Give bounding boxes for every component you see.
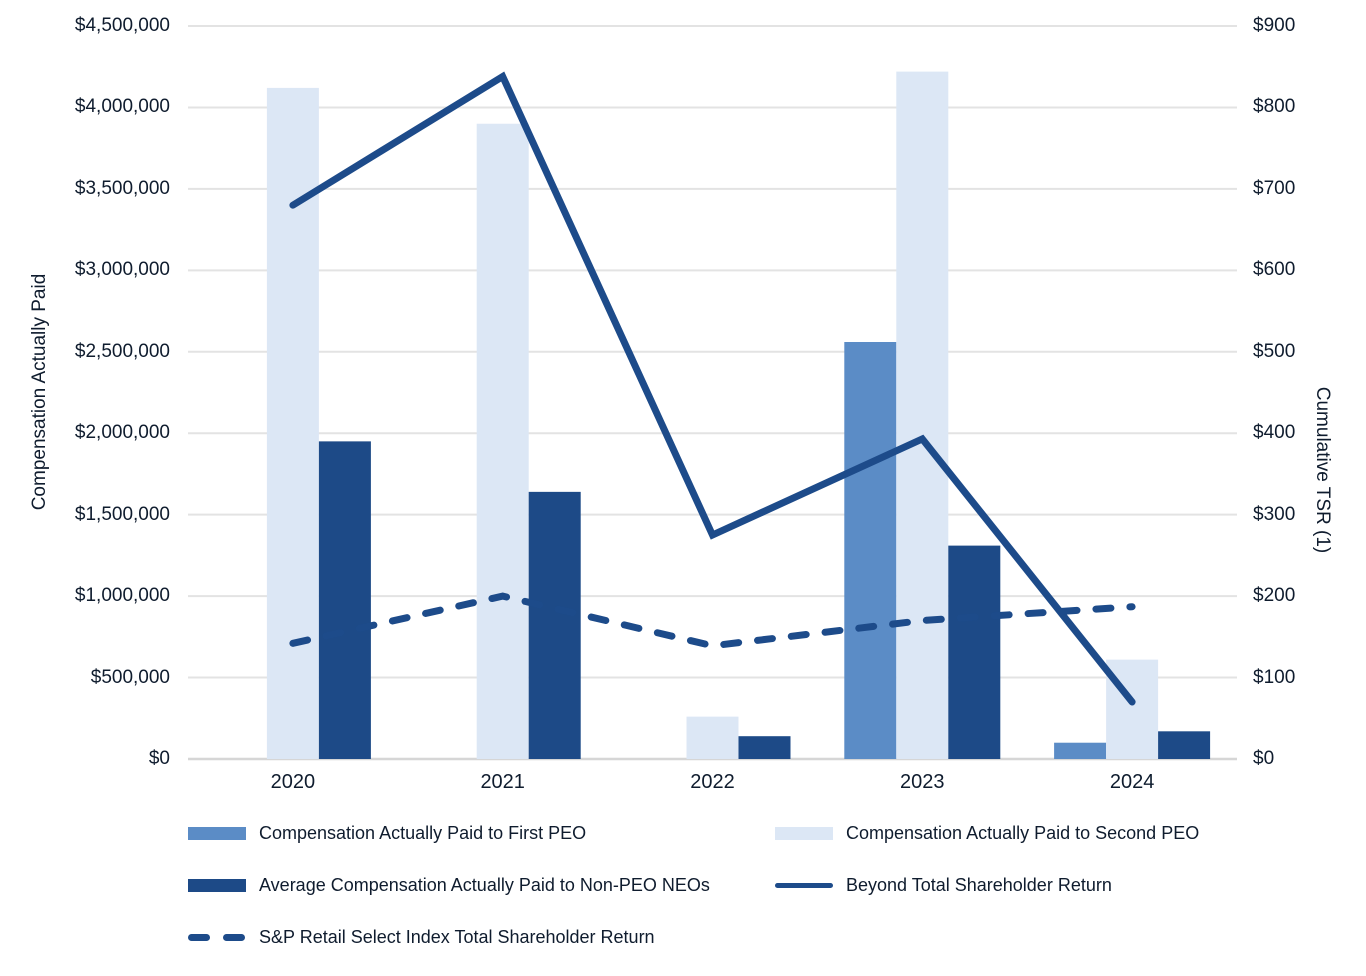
left-axis-tick-label: $0 — [148, 748, 170, 769]
left-axis-tick-label: $500,000 — [90, 666, 170, 688]
bar-series1-2020 — [266, 87, 319, 760]
left-axis-tick-label: $4,500,000 — [74, 15, 170, 36]
x-axis-tick-label: 2021 — [480, 771, 525, 793]
bar-series0-2023 — [844, 342, 897, 759]
left-axis-tick-label: $3,500,000 — [74, 177, 170, 199]
right-axis-tick-label: $800 — [1253, 96, 1296, 118]
legend-item: S&P Retail Select Index Total Shareholde… — [188, 924, 655, 950]
legend-item: Average Compensation Actually Paid to No… — [188, 872, 710, 898]
left-axis-tick-label: $3,000,000 — [74, 259, 170, 281]
legend-item: Beyond Total Shareholder Return — [775, 872, 1112, 898]
right-axis-tick-label: $100 — [1253, 666, 1296, 688]
left-axis-tick-label: $1,500,000 — [74, 503, 170, 525]
x-axis-tick-label: 2022 — [690, 771, 735, 793]
x-axis-tick-label: 2020 — [270, 771, 316, 793]
sp-retail-index-dashed-line — [289, 592, 1136, 650]
x-axis-tick-label: 2024 — [1109, 771, 1155, 793]
x-axis-tick-label: 2023 — [900, 771, 945, 793]
right-axis-tick-label: $700 — [1253, 177, 1296, 199]
right-axis-tick-label: $900 — [1253, 15, 1296, 36]
bar-series2-2022 — [738, 736, 791, 759]
legend-label: Beyond Total Shareholder Return — [846, 875, 1112, 895]
legend-solid-line-swatch — [775, 882, 833, 888]
legend-dash — [223, 933, 245, 941]
legend-item: Compensation Actually Paid to Second PEO — [775, 820, 1199, 846]
bar-series1-2021 — [476, 123, 529, 759]
bar-series2-2020 — [318, 441, 371, 759]
left-axis-tick-label: $1,000,000 — [74, 585, 170, 607]
right-axis-tick-label: $600 — [1253, 259, 1296, 281]
right-axis-tick-label: $500 — [1253, 340, 1296, 362]
legend-bar-swatch — [775, 826, 833, 840]
legend-label: S&P Retail Select Index Total Shareholde… — [259, 927, 655, 947]
legend-dashed-line-swatch — [188, 933, 246, 941]
bar-series2-2024 — [1158, 731, 1211, 759]
left-axis-tick-label: $2,000,000 — [74, 422, 170, 444]
legend-label: Average Compensation Actually Paid to No… — [259, 875, 710, 895]
right-axis-tick-label: $0 — [1253, 748, 1275, 769]
legend-label: Compensation Actually Paid to First PEO — [259, 823, 587, 843]
bar-series0-2024 — [1054, 742, 1107, 759]
left-axis-tick-label: $2,500,000 — [74, 340, 170, 362]
bar-series1-2023 — [896, 71, 949, 759]
right-axis-tick-label: $300 — [1253, 503, 1296, 525]
right-axis-tick-label: $400 — [1253, 422, 1296, 444]
bar-series1-2022 — [686, 716, 739, 759]
legend-bar-swatch — [188, 878, 246, 892]
legend-item: Compensation Actually Paid to First PEO — [188, 820, 586, 846]
legend-bar-swatch — [188, 826, 246, 840]
bar-series2-2021 — [528, 491, 581, 759]
beyond-tsr-line — [289, 71, 1136, 706]
legend-dash — [188, 933, 210, 941]
right-axis-tick-label: $200 — [1253, 585, 1296, 607]
legend-label: Compensation Actually Paid to Second PEO — [846, 823, 1200, 843]
bar-series2-2023 — [948, 545, 1001, 759]
left-axis-tick-label: $4,000,000 — [74, 96, 170, 118]
